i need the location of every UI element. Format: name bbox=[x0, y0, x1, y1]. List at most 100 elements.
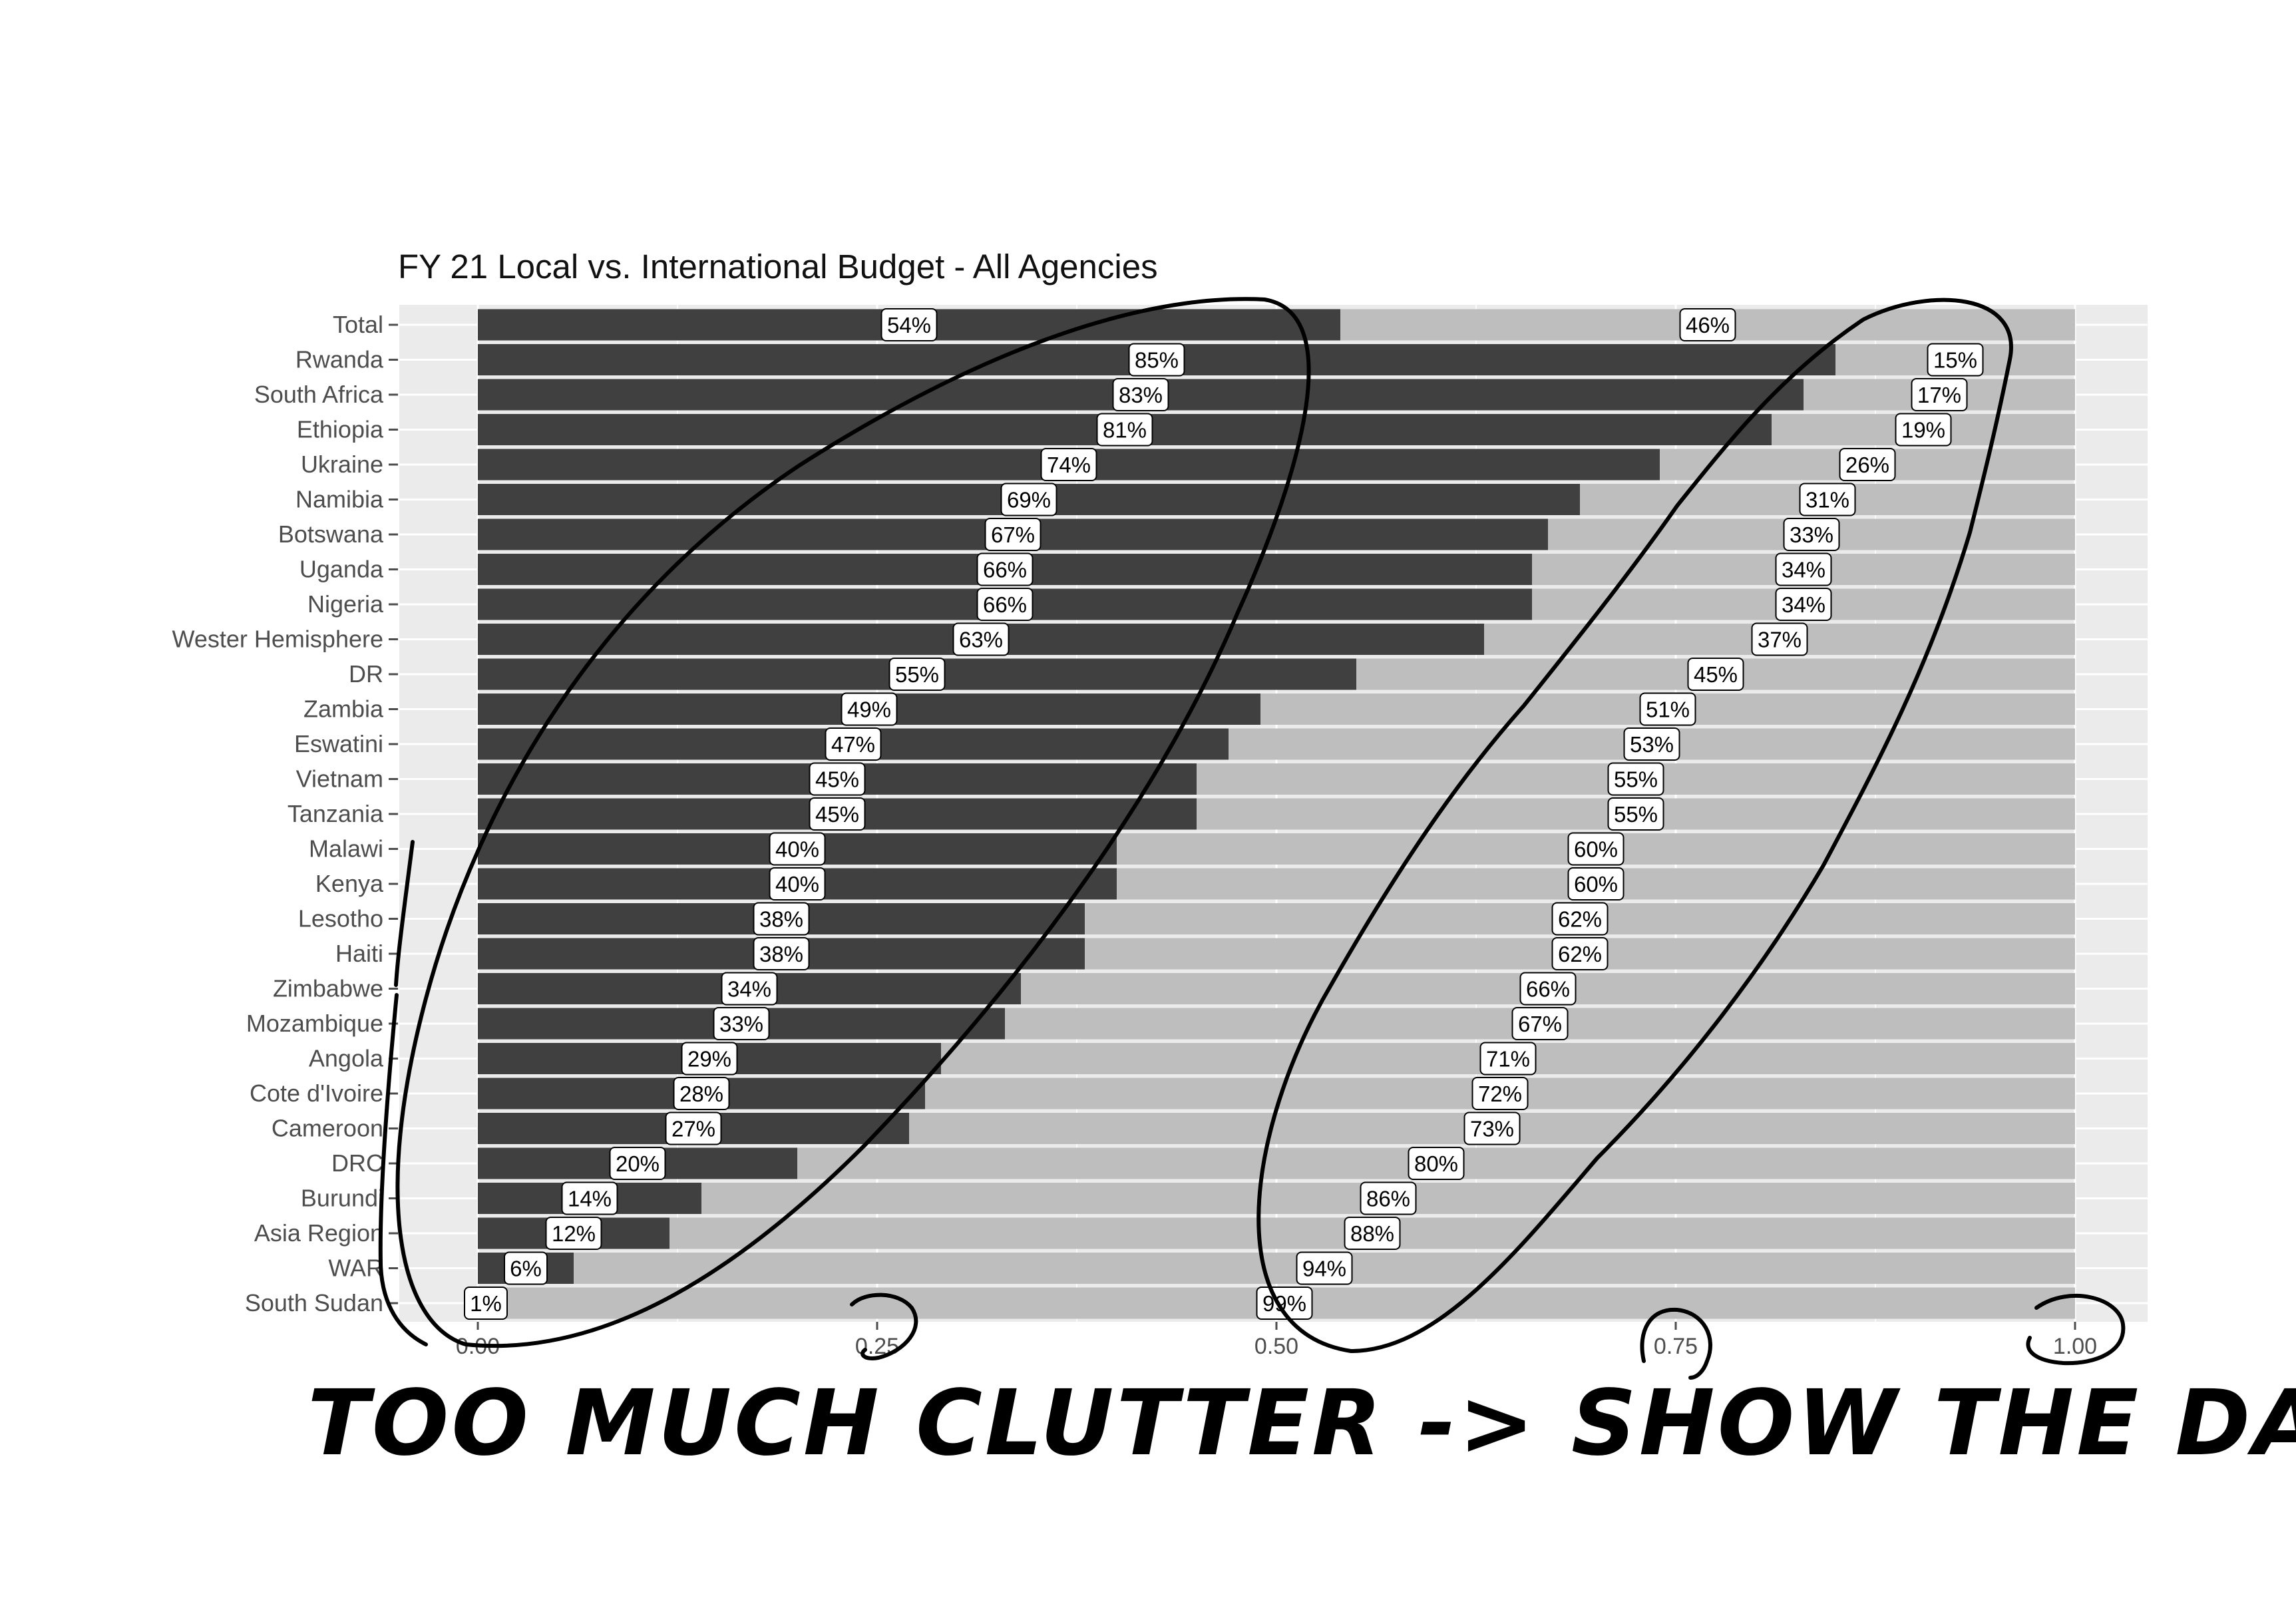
data-label-series-2: 73% bbox=[1463, 1111, 1521, 1145]
data-label-series-1: 45% bbox=[809, 797, 866, 831]
category-label: Wester Hemisphere bbox=[172, 626, 383, 653]
data-label-series-1: 69% bbox=[1000, 483, 1057, 516]
data-label-text: 62% bbox=[1558, 907, 1602, 932]
chart-title: FY 21 Local vs. International Budget - A… bbox=[398, 248, 1158, 286]
data-label-box bbox=[825, 727, 882, 761]
data-label-series-1: 27% bbox=[665, 1111, 722, 1145]
x-tick-label: 0.75 bbox=[1654, 1334, 1698, 1359]
data-label-series-1: 67% bbox=[984, 518, 1042, 551]
category-label: DRC bbox=[331, 1149, 383, 1177]
data-label-box bbox=[841, 692, 898, 726]
data-label-series-1: 33% bbox=[713, 1007, 770, 1040]
x-tick-label: 0.50 bbox=[1254, 1334, 1298, 1359]
data-label-series-1: 40% bbox=[769, 867, 826, 900]
data-label-box bbox=[1551, 902, 1609, 936]
data-label-text: 15% bbox=[1933, 348, 1977, 373]
data-label-series-2: 31% bbox=[1799, 483, 1856, 516]
data-label-text: 33% bbox=[1790, 522, 1833, 547]
data-label-text: 37% bbox=[1758, 628, 1802, 652]
left-loop-annotation bbox=[395, 297, 1311, 1348]
category-label: Zimbabwe bbox=[273, 975, 383, 1002]
data-labels: 54% 46% 85% 15% 83% 17% 81% 19% 74% 26% 69% 31% 67% 3… bbox=[464, 308, 1984, 1320]
data-label-box bbox=[976, 552, 1034, 586]
data-label-text: 60% bbox=[1574, 872, 1618, 897]
data-label-box bbox=[1408, 1147, 1465, 1180]
data-label-text: 45% bbox=[1694, 662, 1738, 687]
data-label-text: 47% bbox=[831, 732, 875, 757]
data-label-series-1: 1% bbox=[464, 1287, 508, 1320]
data-label-series-2: 33% bbox=[1783, 518, 1840, 551]
data-label-box bbox=[809, 762, 866, 796]
data-label-box bbox=[1360, 1181, 1417, 1215]
data-label-text: 12% bbox=[552, 1221, 596, 1246]
data-label-box bbox=[561, 1181, 618, 1215]
data-label-text: 63% bbox=[959, 628, 1003, 652]
data-label-text: 14% bbox=[568, 1187, 612, 1211]
data-label-box bbox=[713, 1007, 770, 1040]
x-tick-label: 1.00 bbox=[2053, 1334, 2097, 1359]
data-label-text: 72% bbox=[1478, 1082, 1522, 1106]
data-label-box bbox=[1623, 727, 1680, 761]
data-label-series-1: 55% bbox=[888, 658, 946, 691]
data-label-text: 55% bbox=[1614, 802, 1658, 827]
data-label-box bbox=[1479, 1042, 1537, 1076]
data-label-text: 40% bbox=[775, 872, 819, 897]
data-label-series-2: 55% bbox=[1607, 762, 1664, 796]
data-label-text: 81% bbox=[1103, 418, 1147, 443]
data-label-text: 34% bbox=[727, 977, 771, 1002]
data-label-text: 38% bbox=[759, 907, 803, 932]
data-label-series-2: 51% bbox=[1639, 692, 1696, 726]
data-label-series-1: 34% bbox=[721, 972, 778, 1006]
data-label-text: 71% bbox=[1486, 1047, 1530, 1072]
bars bbox=[478, 309, 2075, 1319]
data-label-series-1: 14% bbox=[561, 1181, 618, 1215]
data-label-box bbox=[880, 308, 938, 341]
data-label-series-1: 47% bbox=[825, 727, 882, 761]
data-label-box bbox=[1511, 1007, 1569, 1040]
data-label-series-2: 62% bbox=[1551, 902, 1609, 936]
data-label-box bbox=[1679, 308, 1736, 341]
data-label-box bbox=[888, 658, 946, 691]
data-label-series-1: 49% bbox=[841, 692, 898, 726]
data-label-box bbox=[1096, 413, 1153, 447]
data-label-text: 74% bbox=[1047, 453, 1091, 477]
data-label-box bbox=[1256, 1287, 1313, 1320]
category-label: Angola bbox=[309, 1045, 384, 1072]
data-label-text: 45% bbox=[815, 767, 859, 792]
data-label-box bbox=[1296, 1251, 1353, 1285]
data-label-box bbox=[976, 588, 1034, 621]
data-label-box bbox=[1463, 1111, 1521, 1145]
category-label: Malawi bbox=[309, 835, 383, 863]
data-label-box bbox=[753, 902, 810, 936]
data-label-box bbox=[1040, 448, 1097, 481]
data-label-series-2: 99% bbox=[1256, 1287, 1313, 1320]
category-label: Uganda bbox=[299, 556, 384, 583]
data-label-box bbox=[1567, 832, 1625, 866]
data-label-text: 53% bbox=[1630, 732, 1674, 757]
data-label-series-1: 66% bbox=[976, 552, 1034, 586]
data-label-series-1: 40% bbox=[769, 832, 826, 866]
data-label-text: 54% bbox=[887, 313, 931, 337]
data-label-box bbox=[681, 1042, 738, 1076]
category-label: Cote d'Ivoire bbox=[250, 1080, 383, 1107]
category-label: Rwanda bbox=[295, 346, 384, 373]
data-label-box bbox=[1128, 343, 1185, 377]
data-label-series-1: 66% bbox=[976, 588, 1034, 621]
caption: TOO MUCH CLUTTER -> SHOW THE DATA! bbox=[307, 1371, 2296, 1476]
data-label-box bbox=[721, 972, 778, 1006]
data-label-text: 34% bbox=[1782, 558, 1825, 582]
data-label-series-1: 85% bbox=[1128, 343, 1185, 377]
data-label-box bbox=[665, 1111, 722, 1145]
data-label-text: 80% bbox=[1414, 1151, 1458, 1176]
data-label-text: 67% bbox=[1518, 1012, 1562, 1036]
data-label-series-1: 38% bbox=[753, 937, 810, 970]
data-label-text: 46% bbox=[1686, 313, 1730, 337]
data-label-series-1: 6% bbox=[504, 1251, 548, 1285]
data-label-text: 20% bbox=[616, 1151, 660, 1176]
data-label-text: 94% bbox=[1302, 1257, 1346, 1281]
data-label-box bbox=[464, 1287, 508, 1320]
data-label-series-2: 15% bbox=[1927, 343, 1984, 377]
data-label-series-2: 55% bbox=[1607, 797, 1664, 831]
category-label: Namibia bbox=[295, 486, 384, 513]
